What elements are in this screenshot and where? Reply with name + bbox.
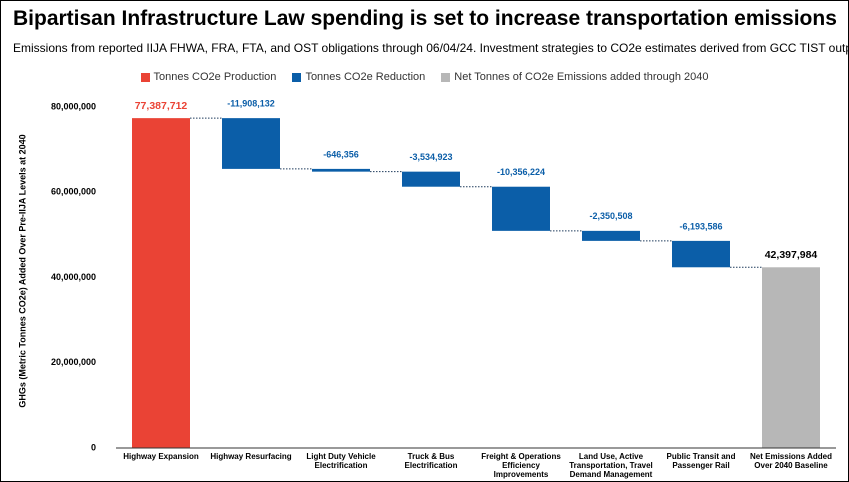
legend-swatch (292, 72, 302, 82)
value-label: 77,387,712 (135, 100, 188, 112)
value-label: 42,397,984 (765, 249, 818, 261)
x-tick-label: Truck & Bus Electrification (404, 452, 458, 470)
legend-swatch (140, 72, 150, 82)
x-tick-label: Freight & Operations Efficiency Improvem… (481, 452, 561, 479)
y-axis-label: GHGs (Metric Tonnes CO2e) Added Over Pre… (17, 134, 27, 407)
y-tick-label: 20,000,000 (51, 357, 96, 367)
x-tick-label: Highway Expansion (123, 452, 199, 461)
value-label: -11,908,132 (227, 99, 275, 109)
legend-swatch (441, 72, 451, 82)
bar (762, 267, 820, 448)
legend-label: Net Tonnes of CO2e Emissions added throu… (454, 71, 709, 83)
chart-subtitle: Emissions from reported IIJA FHWA, FRA, … (13, 41, 849, 55)
chart-title: Bipartisan Infrastructure Law spending i… (13, 7, 837, 30)
legend-item: Tonnes CO2e Production (140, 71, 277, 83)
x-tick-label: Public Transit and Passenger Rail (666, 452, 736, 470)
y-tick-label: 60,000,000 (51, 187, 96, 197)
y-tick-label: 0 (91, 442, 96, 452)
bar (132, 118, 190, 448)
legend: Tonnes CO2e Production Tonnes CO2e Reduct… (1, 71, 848, 83)
x-tick-label: Light Duty Vehicle Electrification (306, 452, 376, 470)
bar (492, 186, 550, 231)
value-label: -646,356 (323, 149, 359, 159)
legend-label: Tonnes CO2e Reduction (305, 71, 426, 83)
x-tick-label: Highway Resurfacing (210, 452, 292, 461)
value-label: -6,193,586 (679, 221, 722, 231)
bar (582, 230, 640, 241)
y-tick-label: 80,000,000 (51, 101, 96, 111)
bar (402, 171, 460, 187)
value-label: -2,350,508 (589, 211, 632, 221)
x-tick-label: Land Use, Active Transportation, Travel … (569, 452, 653, 479)
bar (222, 118, 280, 169)
y-tick-label: 40,000,000 (51, 272, 96, 282)
legend-item: Net Tonnes of CO2e Emissions added throu… (441, 71, 708, 83)
legend-label: Tonnes CO2e Production (153, 71, 277, 83)
value-label: -3,534,923 (409, 152, 452, 162)
x-tick-label: Net Emissions Added Over 2040 Baseline (750, 452, 832, 470)
bar (312, 168, 370, 172)
legend-item: Tonnes CO2e Reduction (292, 71, 425, 83)
value-label: -10,356,224 (497, 167, 545, 177)
bar (672, 240, 730, 268)
